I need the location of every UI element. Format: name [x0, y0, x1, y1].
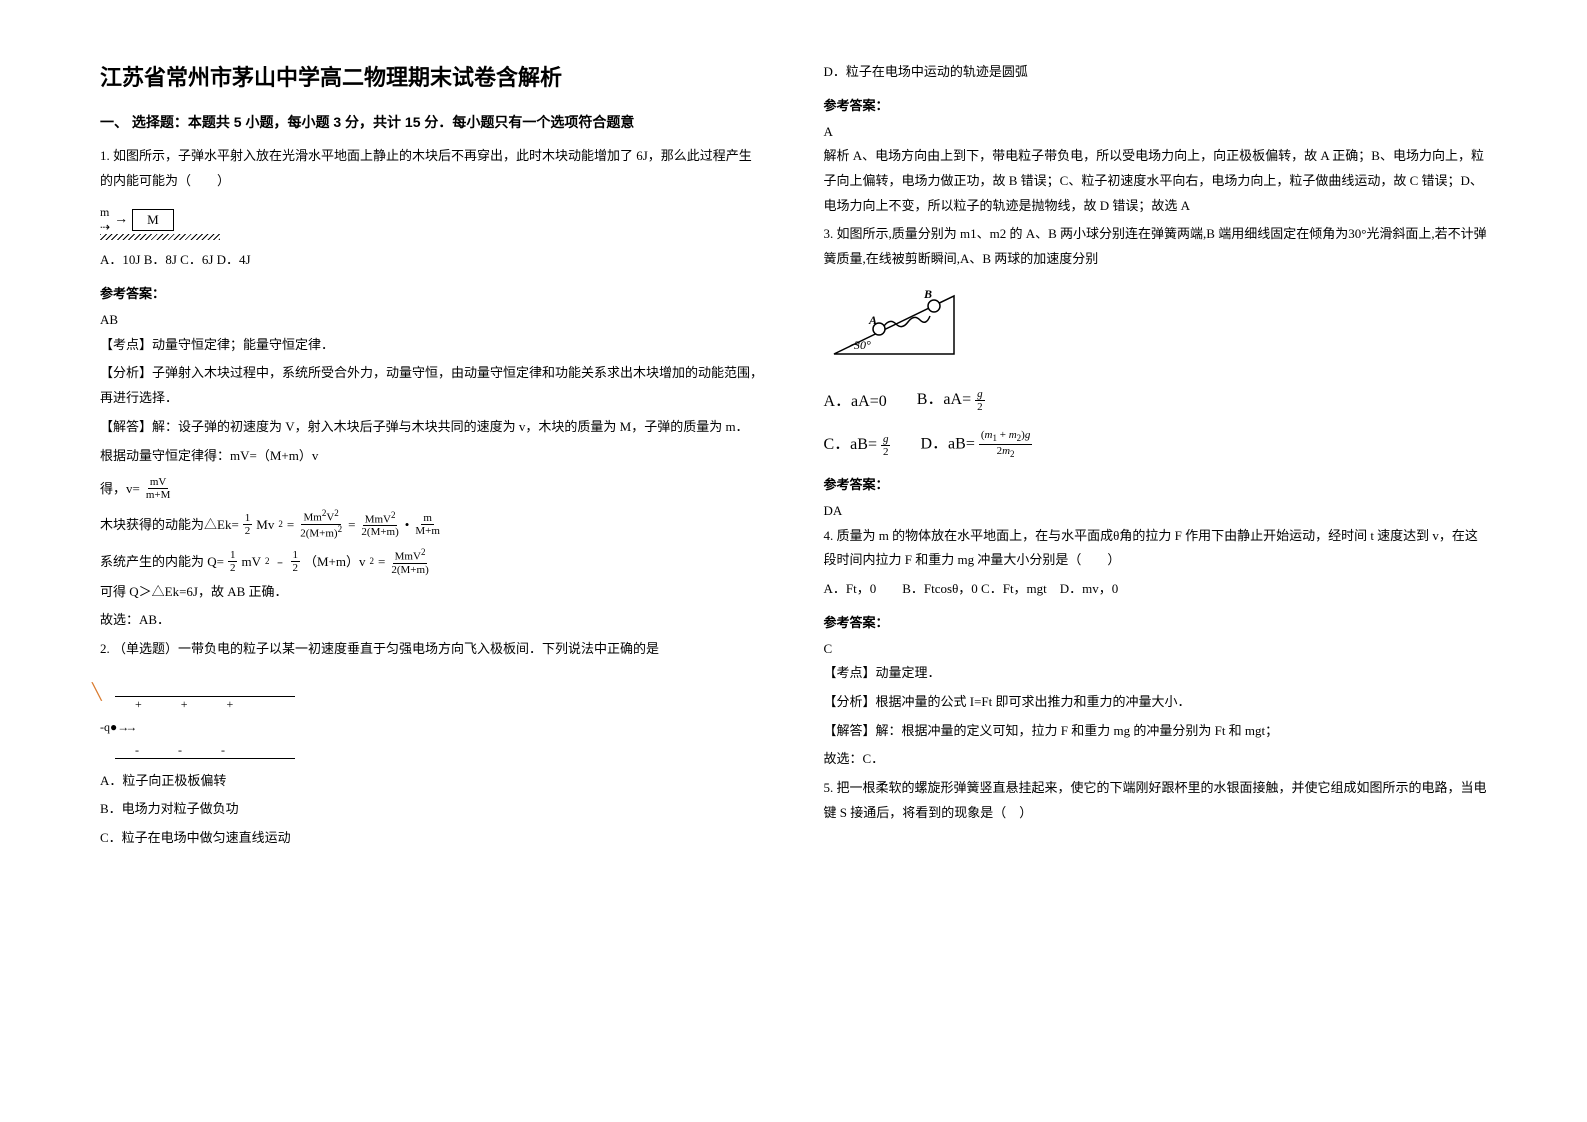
q4-solve: 【解答】解：根据冲量的定义可知，拉力 F 和重力 mg 的冲量分别为 Ft 和 …: [824, 719, 1488, 744]
q3-opts-row1: A．aA=0 B．aA= g2: [824, 385, 1488, 413]
q3-answer-label: 参考答案：: [824, 474, 1488, 493]
q1-solve5: 可得 Q＞△Ek=6J，故 AB 正确．: [100, 580, 764, 605]
q2-optB: B．电场力对粒子做负功: [100, 797, 764, 822]
q1-solve-header: 【解答】解：设子弹的初速度为 V，射入木块后子弹与木块共同的速度为 v，木块的质…: [100, 415, 764, 440]
q1-options: A．10J B．8J C．6J D．4J: [100, 248, 764, 273]
q1-stem: 1. 如图所示，子弹水平射入放在光滑水平地面上静止的木块后不再穿出，此时木块动能…: [100, 144, 764, 193]
q2-analysis: 解析 A、电场方向由上到下，带电粒子带负电，所以受电场力向上，向正极板偏转，故 …: [824, 144, 1488, 218]
q1-answer: AB: [100, 308, 764, 333]
q1-answer-label: 参考答案：: [100, 283, 764, 302]
q2-stem: 2. （单选题）一带负电的粒子以某一初速度垂直于匀强电场方向飞入极板间．下列说法…: [100, 637, 764, 662]
q5-stem: 5. 把一根柔软的螺旋形弹簧竖直悬挂起来，使它的下端刚好跟杯里的水银面接触，并使…: [824, 776, 1488, 825]
doc-title: 江苏省常州市茅山中学高二物理期末试卷含解析: [100, 60, 764, 92]
q1-analysis: 【分析】子弹射入木块过程中，系统所受合外力，动量守恒，由动量守恒定律和功能关系求…: [100, 361, 764, 410]
q2-answer: A: [824, 120, 1488, 145]
q3-diagram: 30° A B: [824, 284, 1488, 369]
q2-diagram: ╲ + + + -q●→→ - - -: [100, 676, 764, 759]
q1-solve4: 系统产生的内能为 Q= 12mV2﹣ 12（M+m）v2= MmV22(M+m): [100, 548, 764, 576]
q1-diagram: m⇢ → M: [100, 205, 764, 240]
q1-solve6: 故选：AB．: [100, 608, 764, 633]
q3-stem: 3. 如图所示,质量分别为 m1、m2 的 A、B 两小球分别连在弹簧两端,B …: [824, 222, 1488, 271]
svg-text:B: B: [923, 287, 932, 301]
q4-stem: 4. 质量为 m 的物体放在水平地面上，在与水平面成θ角的拉力 F 作用下由静止…: [824, 524, 1488, 573]
q3-answer: DA: [824, 499, 1488, 524]
q1-solve2: 得，v= mVm+M: [100, 476, 764, 501]
q1-M-block: M: [132, 209, 174, 231]
right-column: D．粒子在电场中运动的轨迹是圆弧 参考答案： A 解析 A、电场方向由上到下，带…: [824, 60, 1488, 1062]
q2-optA: A．粒子向正极板偏转: [100, 769, 764, 794]
q4-analysis: 【分析】根据冲量的公式 I=Ft 即可求出推力和重力的冲量大小．: [824, 690, 1488, 715]
q1-m-label: m⇢: [100, 205, 110, 235]
q1-solve3: 木块获得的动能为△Ek= 12Mv2= Mm2V22(M+m)2= MmV22(…: [100, 509, 764, 540]
left-column: 江苏省常州市茅山中学高二物理期末试卷含解析 一、 选择题：本题共 5 小题，每小…: [100, 60, 764, 1062]
q4-options: A．Ft，0 B．Ftcosθ，0 C．Ft，mgt D．mv，0: [824, 577, 1488, 602]
svg-text:A: A: [868, 313, 877, 327]
q3-opts-row2: C．aB= g2 D．aB= (m1 + m2)g2m2: [824, 429, 1488, 460]
q1-solve1: 根据动量守恒定律得：mV=（M+m）v: [100, 444, 764, 469]
q4-answer-label: 参考答案：: [824, 612, 1488, 631]
q2-optC: C．粒子在电场中做匀速直线运动: [100, 826, 764, 851]
q4-conclude: 故选：C．: [824, 747, 1488, 772]
section-header: 一、 选择题：本题共 5 小题，每小题 3 分，共计 15 分．每小题只有一个选…: [100, 112, 764, 132]
q2-answer-label: 参考答案：: [824, 95, 1488, 114]
q2-optD: D．粒子在电场中运动的轨迹是圆弧: [824, 60, 1488, 85]
ground-hatch: [100, 234, 220, 240]
q1-kp: 【考点】动量守恒定律；能量守恒定律．: [100, 333, 764, 358]
q4-answer: C: [824, 637, 1488, 662]
angle-label: 30°: [853, 338, 871, 352]
q4-kp: 【考点】动量定理．: [824, 661, 1488, 686]
